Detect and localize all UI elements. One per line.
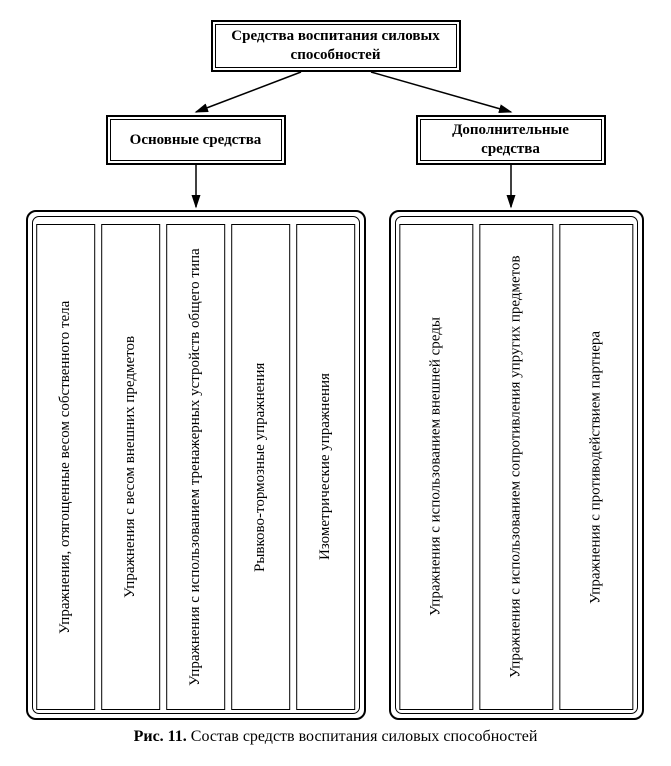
caption-text: Состав средств воспитания силовых способ… [191,728,538,745]
item-cell: Упражнения с использованием внешней сред… [399,224,473,710]
item-cell: Упражнения с использованием тренажерных … [166,224,225,710]
hierarchy-diagram: Средства воспитания силовых способностей… [11,20,661,720]
root-label: Средства воспитания силовых способностей [217,27,455,65]
item-cell: Рывково-тормозные упражнения [231,224,290,710]
item-cell: Упражнения с использованием сопротивлени… [479,224,553,710]
branch-label: Основные средства [130,131,262,150]
item-cell: Упражнения с весом внешних предметов [101,224,160,710]
item-cell: Изометрические упражнения [296,224,355,710]
item-cell: Упражнения, отягощенные весом собственно… [36,224,95,710]
item-cell: Упражнения с противодействием партнера [559,224,633,710]
items-container: Упражнения с использованием внешней сред… [389,210,644,720]
root-node: Средства воспитания силовых способностей [211,20,461,72]
caption-prefix: Рис. 11. [134,728,187,745]
items-container: Упражнения, отягощенные весом собственно… [26,210,366,720]
branch-node: Основные средства [106,115,286,165]
branch-label: Дополнительные средства [422,121,600,159]
branch-node: Дополнительные средства [416,115,606,165]
figure-caption: Рис. 11. Состав средств воспитания силов… [10,728,661,746]
